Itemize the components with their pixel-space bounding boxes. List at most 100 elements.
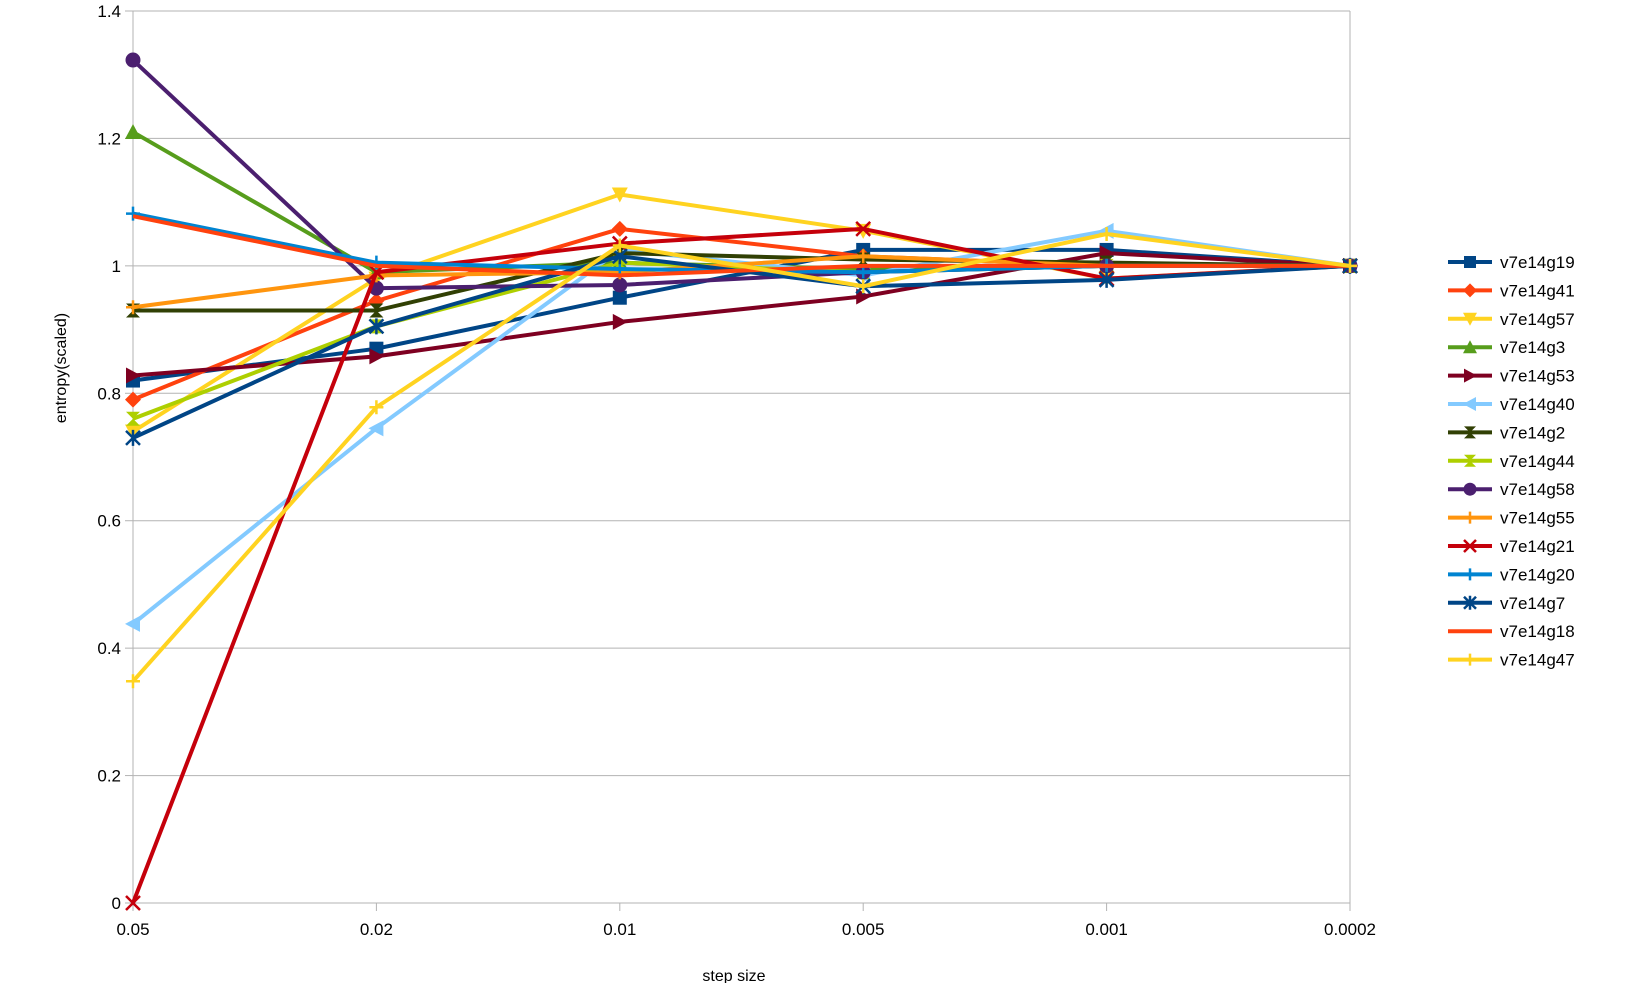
data-point	[855, 221, 872, 237]
data-point	[1464, 426, 1476, 439]
legend-item: v7e14g41	[1448, 281, 1575, 300]
data-point	[612, 290, 627, 305]
x-tick-label: 0.05	[116, 920, 149, 939]
legend-item: v7e14g40	[1448, 395, 1575, 414]
legend-item: v7e14g58	[1448, 480, 1575, 499]
series-v7e14g58	[125, 52, 1358, 296]
x-tick-label: 0.001	[1085, 920, 1128, 939]
y-tick-label: 1	[112, 257, 121, 276]
legend-item: v7e14g19	[1448, 253, 1575, 272]
legend-item: v7e14g44	[1448, 452, 1575, 471]
y-tick-label: 0	[112, 894, 121, 913]
legend-label: v7e14g57	[1500, 310, 1575, 329]
data-point	[369, 303, 384, 318]
legend-item: v7e14g47	[1448, 651, 1575, 670]
data-point	[125, 52, 141, 68]
data-point	[126, 300, 140, 315]
series-line	[132, 214, 1350, 278]
series-v7e14g44	[126, 255, 1357, 426]
data-point	[126, 411, 140, 426]
legend-label: v7e14g41	[1500, 281, 1575, 300]
y-tick-label: 1.2	[97, 129, 121, 148]
data-point	[125, 615, 140, 632]
legend-item: v7e14g57	[1448, 310, 1575, 329]
legend-label: v7e14g53	[1500, 367, 1575, 386]
legend-item: v7e14g7	[1448, 594, 1565, 613]
y-tick-label: 0.2	[97, 767, 121, 786]
series-line	[133, 251, 1351, 313]
legend-label: v7e14g40	[1500, 395, 1575, 414]
data-point	[1464, 256, 1476, 268]
data-point	[1463, 340, 1477, 354]
data-point	[1098, 271, 1115, 288]
data-point	[126, 674, 140, 689]
legend-item: v7e14g55	[1448, 509, 1575, 528]
y-tick-label: 0.6	[97, 512, 121, 531]
data-point	[1464, 653, 1476, 666]
data-point	[1099, 227, 1114, 241]
series-line	[131, 232, 1351, 683]
x-tick-label: 0.02	[360, 920, 393, 939]
series-line	[132, 260, 1350, 421]
y-axis-title: entropy(scaled)	[53, 313, 70, 423]
data-point	[1463, 595, 1477, 610]
series-v7e14g18	[132, 214, 1350, 278]
x-axis-title: step size	[702, 968, 765, 983]
legend-label: v7e14g44	[1500, 452, 1575, 471]
series-v7e14g47	[126, 227, 1357, 689]
data-point	[125, 391, 141, 408]
data-point	[125, 124, 141, 140]
data-point	[1463, 482, 1477, 496]
legend-label: v7e14g18	[1500, 622, 1575, 641]
data-point	[1463, 283, 1477, 298]
series-line	[132, 247, 1351, 383]
data-point	[1463, 539, 1477, 553]
data-point	[126, 367, 141, 384]
legend-item: v7e14g20	[1448, 565, 1575, 584]
series-v7e14g53	[126, 245, 1358, 384]
gridlines	[133, 10, 1350, 904]
axes: 0 0.2 0.4 0.6 0.8 1 1.2 1.4 0.05 0.02 0.01 0.005 0.0…	[97, 2, 1376, 939]
data-point	[611, 220, 628, 237]
legend-label: v7e14g55	[1500, 509, 1575, 528]
data-point	[1463, 397, 1476, 411]
data-point	[126, 206, 140, 221]
legend-label: v7e14g7	[1500, 594, 1565, 613]
legend-item: v7e14g53	[1448, 367, 1575, 386]
y-tick-label: 0.4	[97, 639, 121, 658]
series-line	[131, 226, 1351, 904]
legend-item: v7e14g3	[1448, 338, 1565, 357]
data-point	[856, 249, 871, 264]
data-point	[612, 277, 628, 293]
legend-label: v7e14g58	[1500, 480, 1575, 499]
y-tick-label: 0.8	[97, 384, 121, 403]
data-point	[1464, 368, 1477, 383]
data-point	[125, 895, 141, 911]
legend-label: v7e14g2	[1500, 423, 1565, 442]
data-point	[856, 279, 871, 294]
y-tick-label: 1.4	[97, 2, 121, 21]
legend-item: v7e14g2	[1448, 423, 1565, 442]
data-point	[1464, 511, 1476, 524]
series-v7e14g21	[125, 221, 1358, 911]
data-point	[856, 288, 872, 305]
data-point	[612, 313, 628, 330]
data-point	[1464, 454, 1476, 467]
x-tick-label: 0.01	[603, 920, 636, 939]
x-tick-label: 0.005	[842, 920, 885, 939]
legend-label: v7e14g21	[1500, 537, 1575, 556]
data-point	[1343, 258, 1357, 273]
data-point	[611, 187, 628, 203]
series-lines	[125, 52, 1358, 911]
legend-label: v7e14g3	[1500, 338, 1565, 357]
data-point	[1464, 568, 1476, 581]
series-line	[132, 251, 1351, 378]
legend-item: v7e14g18	[1448, 622, 1575, 641]
data-point	[612, 238, 627, 253]
data-point	[368, 420, 384, 437]
data-point	[1463, 312, 1477, 326]
series-v7e14g55	[126, 249, 1357, 315]
data-point	[369, 400, 384, 415]
legend-item: v7e14g21	[1448, 537, 1575, 556]
legend-label: v7e14g47	[1500, 651, 1575, 670]
